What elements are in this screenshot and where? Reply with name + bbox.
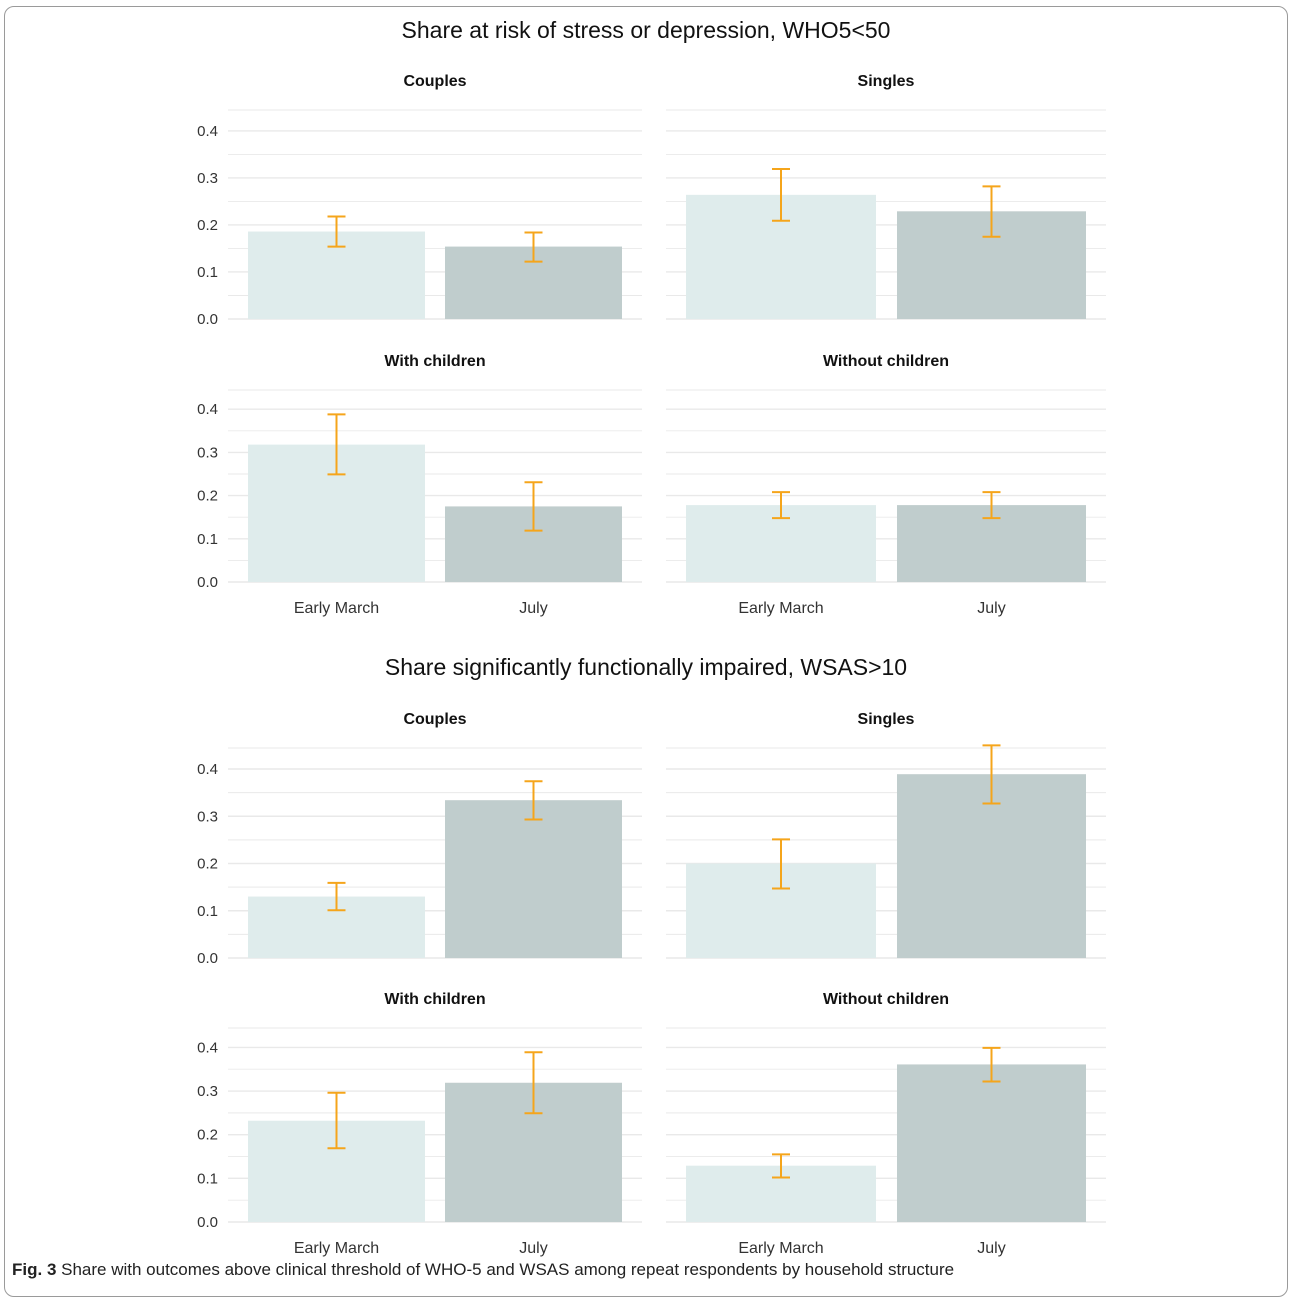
y-tick-label: 0.1 bbox=[197, 531, 218, 548]
panel-title: With children bbox=[384, 353, 485, 370]
y-tick-label: 0.0 bbox=[197, 950, 218, 967]
panel-title: Couples bbox=[403, 73, 466, 90]
y-tick-label: 0.4 bbox=[197, 123, 218, 140]
y-tick-label: 0.0 bbox=[197, 311, 218, 328]
x-tick-label: Early March bbox=[294, 1240, 379, 1257]
panel-title: Singles bbox=[858, 711, 915, 728]
panel-title: Without children bbox=[823, 353, 949, 370]
y-tick-label: 0.0 bbox=[197, 574, 218, 591]
panel-title: Singles bbox=[858, 73, 915, 90]
x-tick-label: Early March bbox=[738, 1240, 823, 1257]
y-tick-label: 0.4 bbox=[197, 401, 218, 418]
y-tick-label: 0.2 bbox=[197, 856, 218, 873]
section-title: Share significantly functionally impaire… bbox=[385, 654, 907, 680]
y-tick-label: 0.3 bbox=[197, 808, 218, 825]
y-tick-label: 0.3 bbox=[197, 170, 218, 187]
panel-title: With children bbox=[384, 991, 485, 1008]
y-tick-label: 0.3 bbox=[197, 444, 218, 461]
x-tick-label: Early March bbox=[294, 600, 379, 617]
x-tick-label: July bbox=[977, 600, 1005, 617]
panel-title: Without children bbox=[823, 991, 949, 1008]
y-tick-label: 0.4 bbox=[197, 761, 218, 778]
bar-july bbox=[445, 800, 622, 958]
y-tick-label: 0.2 bbox=[197, 217, 218, 234]
y-tick-label: 0.1 bbox=[197, 264, 218, 281]
y-tick-label: 0.2 bbox=[197, 488, 218, 505]
bar-july bbox=[897, 1064, 1086, 1222]
bar-july bbox=[897, 774, 1086, 958]
caption-text: Share with outcomes above clinical thres… bbox=[56, 1260, 955, 1279]
figure-caption: Fig. 3 Share with outcomes above clinica… bbox=[12, 1260, 954, 1280]
x-tick-label: July bbox=[519, 1240, 547, 1257]
x-tick-label: July bbox=[977, 1240, 1005, 1257]
y-tick-label: 0.2 bbox=[197, 1127, 218, 1144]
x-tick-label: Early March bbox=[738, 600, 823, 617]
y-tick-label: 0.4 bbox=[197, 1039, 218, 1056]
y-tick-label: 0.0 bbox=[197, 1214, 218, 1231]
x-tick-label: July bbox=[519, 600, 547, 617]
y-tick-label: 0.1 bbox=[197, 1170, 218, 1187]
y-tick-label: 0.1 bbox=[197, 903, 218, 920]
y-tick-label: 0.3 bbox=[197, 1083, 218, 1100]
section-title: Share at risk of stress or depression, W… bbox=[402, 17, 891, 43]
panel-title: Couples bbox=[403, 711, 466, 728]
caption-label: Fig. 3 bbox=[12, 1260, 57, 1279]
